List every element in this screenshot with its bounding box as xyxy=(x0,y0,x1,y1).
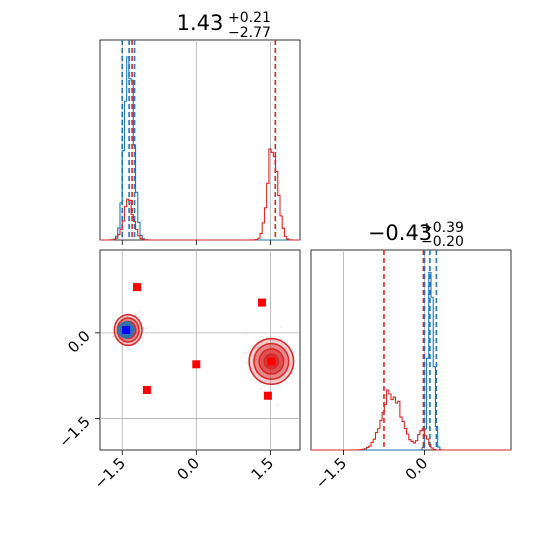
scatter-point xyxy=(276,404,278,406)
hist-param-2-xtick-label: −1.5 xyxy=(312,454,350,492)
scatter-2d-xtick-label: 1.5 xyxy=(248,454,278,484)
scatter-point xyxy=(280,370,282,372)
scatter-point xyxy=(118,338,120,340)
scatter-2d-xtick-label: −1.5 xyxy=(91,454,129,492)
scatter-point xyxy=(126,339,128,341)
hist-param-2-title-sup: +0.39 xyxy=(421,220,464,236)
truth-marker-blue xyxy=(122,326,131,334)
scatter-point xyxy=(126,315,128,317)
hist-param-1-title-value: 1.43 xyxy=(177,11,224,35)
scatter-point xyxy=(146,327,148,329)
scatter-point xyxy=(142,328,145,330)
scatter-point xyxy=(259,388,262,390)
scatter-point xyxy=(272,347,274,349)
hist-param-2-plot xyxy=(311,250,511,451)
scatter-point xyxy=(242,352,244,355)
truth-marker-red xyxy=(257,298,266,307)
truth-marker-red xyxy=(192,360,201,369)
hist-param-1-title-sub: −2.77 xyxy=(228,25,271,41)
scatter-2d-xtick-label: 0.0 xyxy=(174,454,204,484)
truth-marker-red xyxy=(263,391,272,400)
scatter-point xyxy=(121,316,124,319)
hist-param-2-xtick-label: 0.0 xyxy=(402,454,432,484)
hist-param-2-title: −0.43 xyxy=(368,221,432,245)
scatter-point xyxy=(260,382,262,384)
hist-param-2-title-sub: −0.20 xyxy=(421,234,464,250)
truth-marker-red xyxy=(267,357,276,366)
scatter-point xyxy=(259,339,261,341)
scatter-point xyxy=(284,358,287,361)
hist-param-2-title-value: −0.43 xyxy=(368,221,432,245)
hist-param-2-hist-red xyxy=(311,389,511,451)
scatter-point xyxy=(257,345,259,348)
truth-marker-red xyxy=(133,283,142,292)
scatter-point xyxy=(269,346,272,349)
scatter-point xyxy=(246,362,248,364)
scatter-point xyxy=(139,343,141,345)
scatter-point xyxy=(138,316,141,319)
scatter-point xyxy=(123,338,126,341)
scatter-point xyxy=(113,335,115,338)
scatter-point xyxy=(121,346,123,348)
scatter-2d-plot xyxy=(112,283,301,406)
tick-layer: −1.5 0.0 1.50.0−1.5−1.5 0.0 xyxy=(55,240,431,493)
scatter-point xyxy=(244,332,247,334)
scatter-2d-ytick-label: 0.0 xyxy=(64,327,94,357)
scatter-2d-frame xyxy=(99,249,301,451)
hist-param-2-hist-blue xyxy=(311,271,511,451)
scatter-point xyxy=(266,374,269,377)
scatter-point xyxy=(112,336,114,338)
scatter-point xyxy=(280,326,282,328)
scatter-point xyxy=(125,319,128,321)
hist-param-1-title-sup: +0.21 xyxy=(228,10,271,26)
hist-param-1-hist-red xyxy=(100,148,300,241)
truth-marker-red xyxy=(142,386,151,394)
scatter-point xyxy=(138,311,141,313)
scatter-point xyxy=(255,358,258,361)
scatter-point xyxy=(245,351,247,354)
scatter-point xyxy=(279,378,281,380)
scatter-point xyxy=(257,361,259,364)
hist-param-2-frame xyxy=(310,249,512,451)
scatter-point xyxy=(255,372,257,374)
hist-param-1-title: 1.43 xyxy=(177,11,224,35)
scatter-point xyxy=(126,346,129,349)
scatter-point xyxy=(115,323,118,325)
scatter-2d-ytick-label: −1.5 xyxy=(55,413,93,451)
hist-param-1-plot xyxy=(100,40,300,241)
scatter-point xyxy=(126,343,129,345)
scatter-point xyxy=(298,356,301,359)
